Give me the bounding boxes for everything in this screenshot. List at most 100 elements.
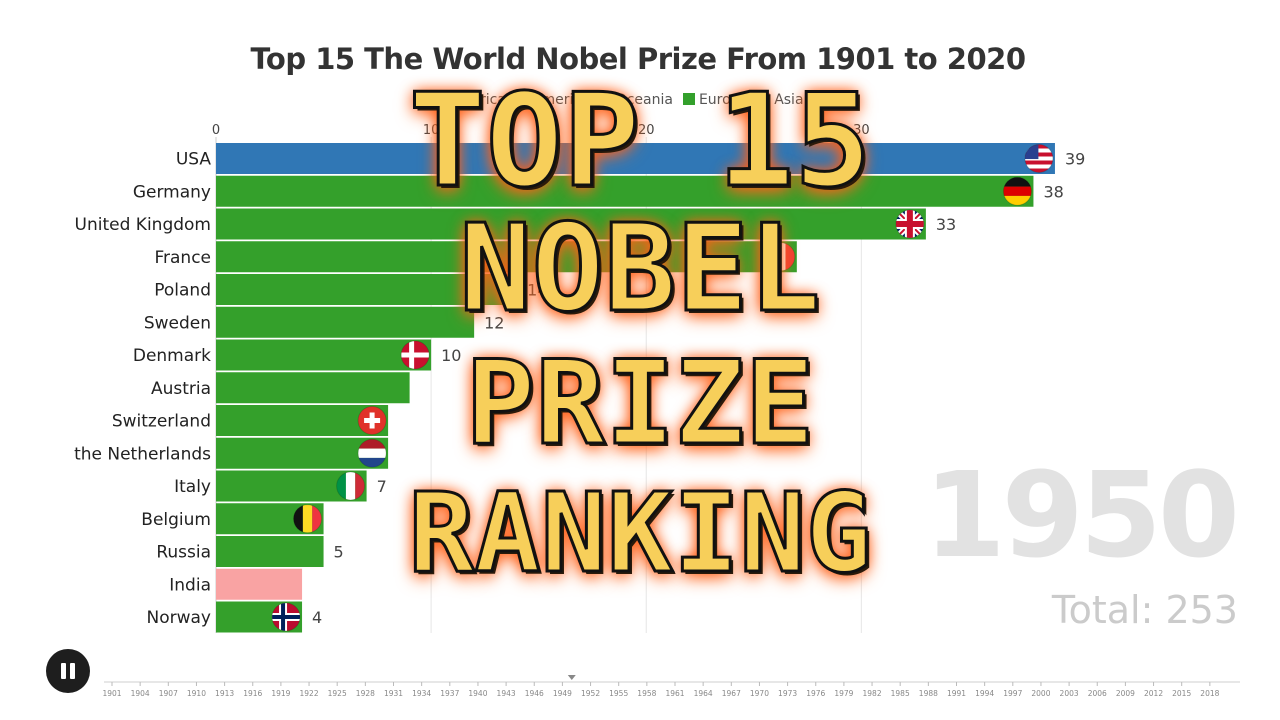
category-label: Sweden	[144, 313, 211, 333]
legend-label: Europe	[698, 92, 749, 108]
netherlands-flag-icon	[357, 438, 387, 468]
timeline-year-label: 1928	[356, 689, 375, 698]
bar	[216, 536, 324, 567]
category-label: Italy	[174, 477, 211, 497]
x-tick-label: 20	[638, 123, 655, 138]
timeline-year-label: 1943	[497, 689, 516, 698]
category-label: Switzerland	[112, 412, 211, 432]
legend-label: America	[531, 92, 590, 108]
legend-item[interactable]: Africa	[450, 92, 506, 108]
denmark-flag-icon	[400, 340, 430, 370]
timeline-year-label: 1967	[722, 689, 741, 698]
bar	[216, 568, 303, 600]
timeline-year-label: 1991	[947, 689, 966, 698]
legend-swatch	[758, 93, 771, 105]
legend-swatch	[682, 93, 695, 105]
bar	[216, 274, 518, 305]
value-label: 4	[312, 608, 322, 627]
category-label: Denmark	[133, 346, 211, 366]
value-label: 5	[334, 543, 344, 562]
timeline-handle[interactable]	[567, 675, 576, 680]
timeline-year-label: 1958	[637, 689, 656, 698]
value-label: 7	[377, 477, 387, 496]
timeline-year-label: 1979	[834, 689, 853, 698]
bar	[216, 175, 1034, 207]
timeline-year-label: 1907	[159, 689, 178, 698]
timeline-year-label: 1940	[468, 689, 487, 698]
bar	[216, 208, 926, 240]
category-label: Germany	[133, 182, 211, 202]
legend: Africa America Oceania Europe Asia	[450, 92, 814, 112]
legend-item[interactable]: America	[515, 92, 590, 108]
timeline-year-label: 1916	[243, 689, 262, 698]
x-tick-label: 0	[212, 123, 220, 138]
legend-swatch	[450, 93, 462, 105]
legend-label: Asia	[774, 92, 804, 108]
timeline-year-label: 1976	[806, 689, 825, 698]
value-label: 39	[1065, 150, 1085, 169]
legend-item[interactable]: Oceania	[599, 92, 673, 108]
timeline-year-label: 1970	[750, 689, 769, 698]
timeline-year-label: 1946	[525, 689, 544, 698]
value-label: 33	[936, 215, 956, 234]
timeline-year-label: 2003	[1060, 689, 1079, 698]
bar	[216, 143, 1055, 174]
legend-item[interactable]: Europe	[682, 92, 749, 108]
timeline-year-label: 2015	[1172, 689, 1191, 698]
category-label: Poland	[154, 281, 211, 301]
timeline-year-label: 1937	[440, 689, 459, 698]
timeline-year-label: 1919	[271, 689, 290, 698]
timeline-year-label: 1922	[300, 689, 319, 698]
timeline-year-label: 1997	[1003, 689, 1022, 698]
total-label: Total: 253	[1051, 588, 1238, 632]
legend-swatch	[599, 93, 612, 105]
category-label: Belgium	[141, 510, 211, 530]
category-label: the Netherlands	[74, 444, 211, 464]
category-label: France	[154, 248, 211, 268]
timeline-year-label: 1988	[919, 689, 938, 698]
timeline-year-label: 1973	[778, 689, 797, 698]
category-label: Austria	[151, 379, 211, 399]
category-label: Norway	[147, 608, 212, 628]
uk-flag-icon	[895, 209, 925, 239]
x-tick-label: 10	[423, 123, 440, 138]
timeline-year-label: 1934	[412, 689, 431, 698]
bar	[216, 241, 797, 273]
timeline-year-label: 1913	[215, 689, 234, 698]
legend-item[interactable]: Asia	[758, 92, 804, 108]
timeline-year-label: 2006	[1088, 689, 1107, 698]
timeline-year-label: 1925	[328, 689, 347, 698]
category-label: USA	[176, 150, 212, 170]
bar	[216, 339, 432, 371]
category-label: Russia	[156, 543, 211, 563]
timeline-year-label: 1961	[665, 689, 684, 698]
france-flag-icon	[766, 242, 796, 272]
timeline-year-label: 1910	[187, 689, 206, 698]
timeline-year-label: 2018	[1200, 689, 1219, 698]
us-flag-icon	[1024, 144, 1054, 173]
timeline-year-label: 1931	[384, 689, 403, 698]
value-label: 14	[527, 281, 547, 300]
italy-flag-icon	[336, 471, 366, 501]
timeline-year-label: 1982	[863, 689, 882, 698]
chart-title: Top 15 The World Nobel Prize From 1901 t…	[250, 42, 1026, 76]
timeline-year-label: 1994	[975, 689, 994, 698]
timeline-year-label: 1904	[131, 689, 150, 698]
x-tick-label: 30	[853, 123, 870, 138]
category-label: United Kingdom	[75, 215, 211, 235]
bar	[216, 372, 410, 404]
legend-label: Africa	[466, 92, 506, 108]
value-label: 10	[441, 346, 461, 365]
timeline-year-label: 2012	[1144, 689, 1163, 698]
value-label: 38	[1043, 182, 1063, 201]
timeline-year-label: 1949	[553, 689, 572, 698]
legend-label: Oceania	[615, 92, 673, 108]
timeline-year-label: 1952	[581, 689, 600, 698]
category-label: India	[169, 575, 211, 595]
timeline-year-label: 2000	[1031, 689, 1050, 698]
bar	[216, 306, 475, 338]
belgium-flag-icon	[293, 504, 323, 534]
pause-button[interactable]	[46, 649, 90, 693]
timeline-year-label: 2009	[1116, 689, 1135, 698]
